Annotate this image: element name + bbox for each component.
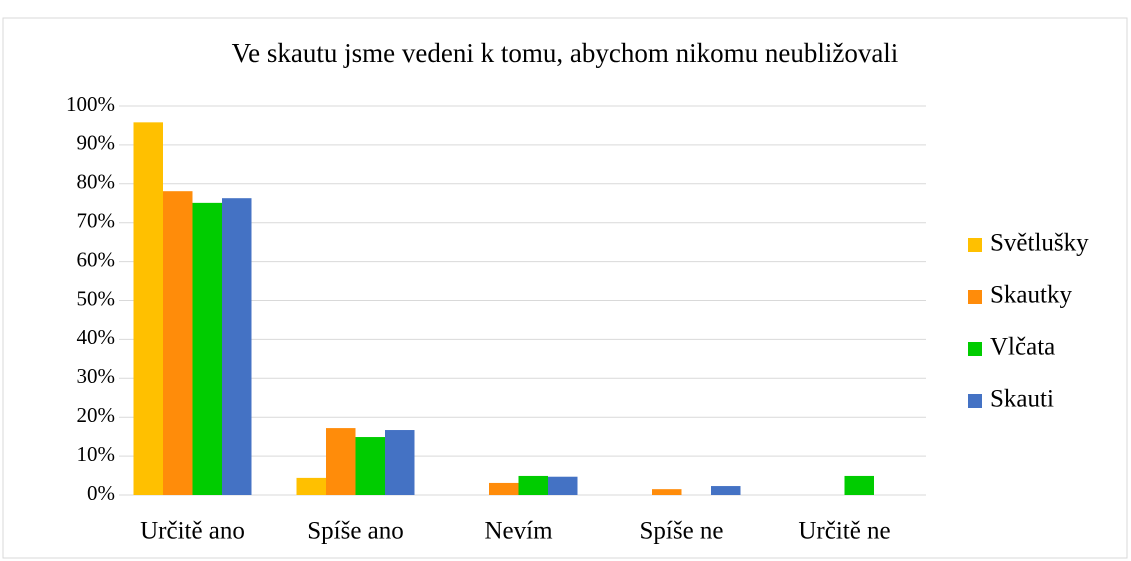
bar	[222, 198, 252, 495]
bar	[548, 476, 578, 495]
legend-swatch	[968, 394, 982, 408]
y-tick-label: 0%	[87, 481, 115, 505]
legend-label: Světlušky	[990, 230, 1089, 257]
x-tick-label: Spíše ano	[307, 518, 404, 545]
bar	[385, 430, 415, 495]
x-tick-label: Nevím	[484, 518, 553, 545]
bar	[489, 482, 519, 495]
y-tick-label: 10%	[77, 442, 116, 466]
legend-label: Skautky	[990, 282, 1072, 309]
legend-swatch	[968, 238, 982, 252]
bar	[163, 191, 193, 496]
y-tick-label: 70%	[77, 209, 116, 233]
chart-title: Ve skautu jsme vedeni k tomu, abychom ni…	[232, 38, 899, 68]
legend-swatch	[968, 342, 982, 356]
y-tick-label: 90%	[77, 131, 116, 155]
y-tick-label: 100%	[66, 92, 115, 116]
bar	[652, 489, 682, 495]
y-tick-label: 80%	[77, 170, 116, 194]
y-tick-label: 20%	[77, 403, 116, 427]
bar	[133, 122, 163, 495]
x-tick-label: Určitě ano	[140, 518, 245, 545]
bar	[355, 437, 385, 495]
bar	[844, 475, 874, 495]
y-tick-label: 30%	[77, 364, 116, 388]
y-tick-label: 40%	[77, 325, 116, 349]
bar	[326, 428, 356, 495]
y-tick-label: 50%	[77, 286, 116, 310]
x-tick-label: Určitě ne	[798, 518, 890, 545]
x-tick-label: Spíše ne	[639, 518, 723, 545]
bar	[711, 486, 741, 495]
legend-label: Vlčata	[990, 334, 1055, 361]
legend-label: Skauti	[990, 386, 1054, 413]
y-tick-label: 60%	[77, 247, 116, 271]
legend-swatch	[968, 290, 982, 304]
bar	[518, 475, 548, 495]
bar	[296, 477, 326, 495]
bar	[192, 202, 222, 495]
